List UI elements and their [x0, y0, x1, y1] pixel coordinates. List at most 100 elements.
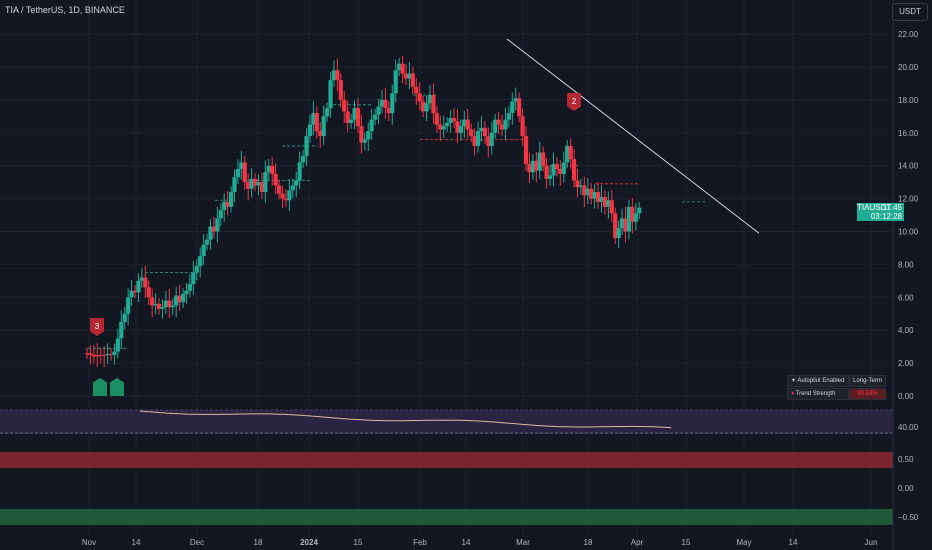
candle-body [455, 121, 460, 133]
candle-body [400, 63, 405, 74]
candle-body [623, 218, 628, 232]
candle-body [489, 132, 494, 146]
symbol-label: TIAUSDT [857, 203, 892, 212]
candle-body [379, 99, 385, 107]
candle-body [122, 313, 127, 322]
candle-body [506, 113, 511, 120]
time-axis[interactable]: Nov 14 Dec 18 2024 15 Feb 14 Mar 18 Apr 15 May 14 Jun [82, 538, 878, 547]
time-tick-label: 18 [584, 538, 593, 547]
candle-body [441, 126, 446, 130]
candle-body [266, 165, 271, 173]
grid [0, 0, 893, 535]
candle-body [366, 131, 371, 140]
candle-body [475, 131, 481, 146]
candle-body [486, 136, 491, 146]
price-tick-label: 18.00 [898, 96, 919, 105]
price-axis[interactable]: 22.00 20.00 18.00 16.00 14.00 12.00 10.00 8.00 6… [898, 30, 919, 522]
price-tick-label: 20.00 [898, 63, 919, 72]
candle-body [170, 305, 175, 308]
sell-signal[interactable]: 3 [90, 318, 104, 336]
candle-body [132, 290, 138, 293]
buy-signal[interactable] [110, 378, 124, 396]
candle-body [311, 113, 316, 125]
candle-body [407, 73, 412, 79]
candle-body [386, 108, 391, 114]
price-tick-label: 12.00 [898, 195, 919, 204]
candle-body [102, 354, 107, 356]
candle-body [163, 300, 168, 308]
candle-body [383, 99, 388, 109]
time-tick-label: Nov [82, 538, 96, 547]
autopilot-row: ✦ Autopilot Enabled Long-Term [787, 375, 886, 387]
candle-body [328, 80, 333, 109]
candle-body [143, 277, 148, 288]
candle-body [448, 117, 453, 123]
candle-body [150, 297, 155, 306]
candle-body [290, 185, 295, 191]
buy-signal[interactable] [93, 378, 107, 396]
price-tick-label: 22.00 [898, 30, 919, 39]
candle-body [180, 294, 186, 303]
pane-tick-label: 40.00 [898, 423, 919, 432]
candle-body [276, 185, 282, 194]
candle-body [362, 139, 367, 143]
trendline[interactable] [506, 38, 760, 234]
candle-body [91, 354, 96, 357]
indicator-bands [0, 409, 893, 525]
candle-body [129, 290, 134, 298]
candle-body [373, 114, 378, 120]
oscillator-pane [139, 410, 672, 429]
candle-body [421, 101, 426, 112]
candle-body [126, 297, 131, 314]
candle-body [616, 228, 621, 239]
candle-body [146, 287, 151, 298]
price-tick-label: 2.00 [898, 359, 914, 368]
candle-body [369, 119, 374, 132]
price-tick-label: 0.00 [898, 392, 914, 401]
candle-body [88, 353, 93, 355]
candle-body [613, 213, 618, 239]
currency-button[interactable]: USDT [892, 3, 928, 21]
bar-countdown: 03:12:28 [870, 212, 902, 221]
candle-body [527, 164, 532, 173]
candle-body [307, 124, 313, 137]
candle-body [547, 175, 553, 179]
candle-body [287, 190, 292, 201]
candle-body [235, 168, 241, 178]
candle-body [595, 192, 601, 202]
candle-body [376, 106, 381, 115]
sell-signal[interactable]: 2 [567, 93, 581, 111]
candle-body [342, 99, 347, 112]
candle-body [194, 266, 199, 273]
upper-band [0, 452, 893, 468]
candle-body [585, 188, 590, 196]
time-tick-label: 14 [789, 538, 798, 547]
candle-body [403, 73, 409, 79]
time-tick-label: 14 [132, 538, 141, 547]
candle-body [232, 177, 237, 193]
candle-body [242, 162, 247, 183]
candle-body [184, 290, 189, 295]
candle-body [462, 119, 467, 127]
candle-body [493, 119, 498, 133]
candle-body [582, 185, 587, 196]
pane-tick-label: 0.50 [898, 455, 914, 464]
candle-body [228, 192, 234, 207]
oscillator-band [0, 410, 893, 434]
price-tick-label: 16.00 [898, 129, 919, 138]
candle-body [252, 178, 258, 186]
candle-body [496, 119, 501, 125]
candle-body [530, 160, 535, 173]
candle-body [458, 126, 463, 133]
candle-body [517, 98, 522, 117]
candle-body [558, 168, 563, 174]
time-tick-label: Apr [631, 538, 644, 547]
price-tick-label: 8.00 [898, 260, 914, 269]
candle-body [469, 129, 474, 137]
candle-body [537, 152, 542, 171]
candle-body [482, 127, 487, 137]
candles [84, 55, 642, 368]
candle-body [191, 272, 196, 285]
price-tick-label: 14.00 [898, 162, 919, 171]
